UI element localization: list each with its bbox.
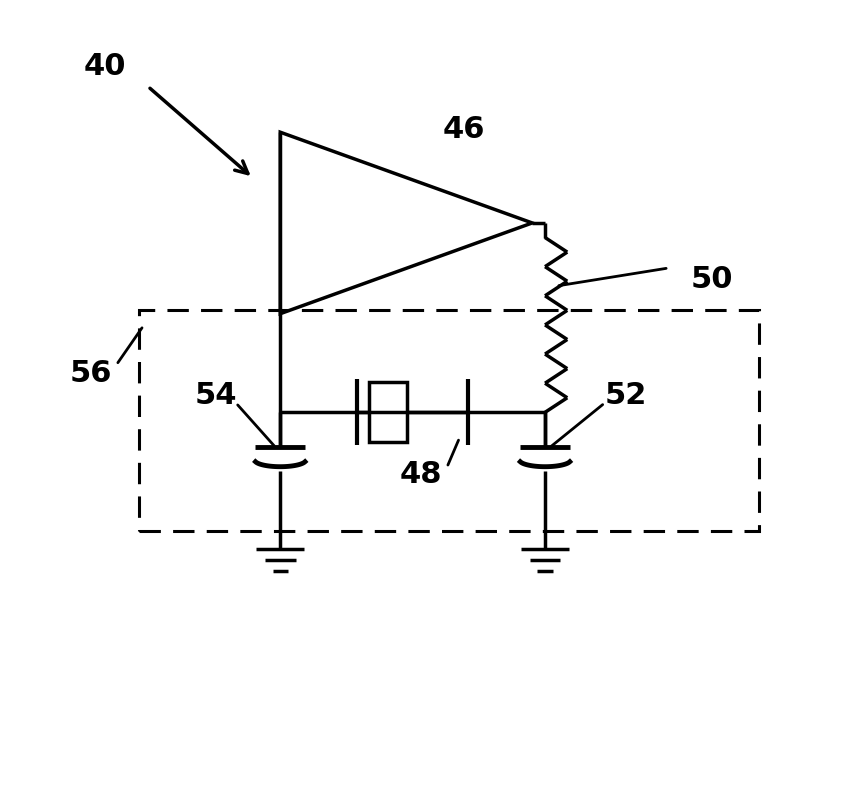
Text: 52: 52 [605, 380, 648, 409]
Text: 48: 48 [400, 459, 443, 488]
Bar [369, 383, 407, 443]
Text: 56: 56 [69, 359, 112, 388]
Text: 46: 46 [443, 115, 485, 144]
Text: 54: 54 [195, 380, 238, 409]
Text: 40: 40 [84, 51, 127, 80]
Bar [140, 310, 759, 531]
Text: 50: 50 [690, 265, 733, 294]
